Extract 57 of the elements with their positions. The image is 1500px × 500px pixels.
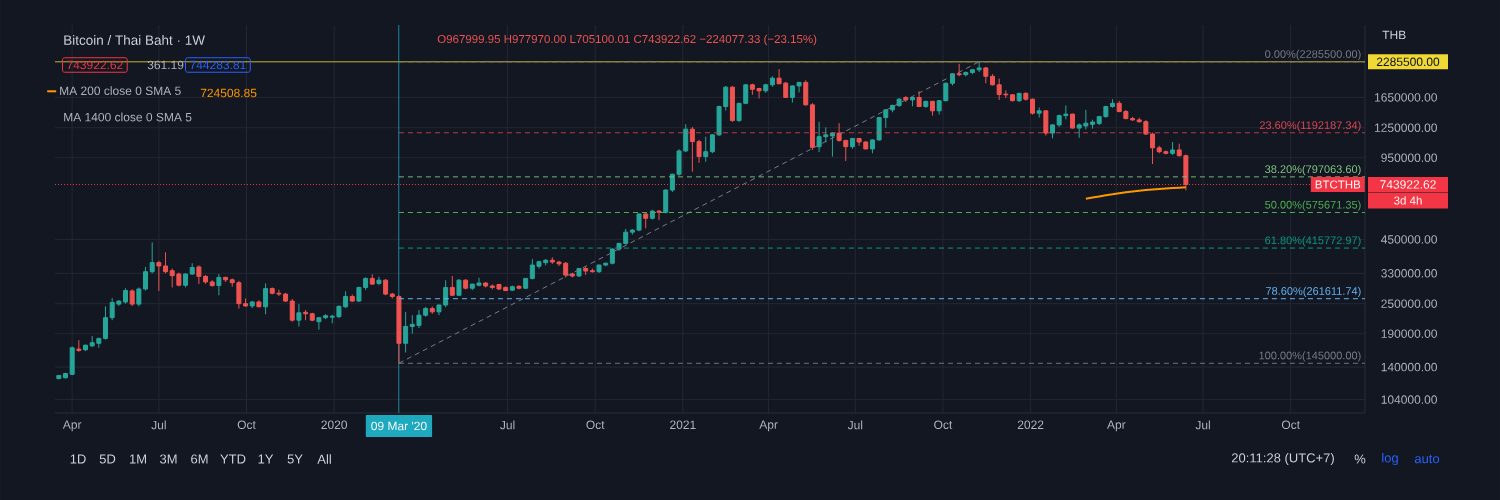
y-axis-title: THB (1382, 30, 1406, 40)
text: 1Y (258, 454, 274, 464)
text: 5Y (287, 454, 303, 464)
x-tick-label: Oct (586, 420, 605, 429)
y-tick-label: 140000.00 (1381, 362, 1437, 372)
annotation: 38.20%(797063.60) (1265, 165, 1361, 176)
annotation: BTCTHB (1315, 180, 1361, 189)
x-tick-label: Jul (500, 420, 515, 430)
x-tick-label: Oct (934, 420, 953, 429)
annotation: 0.00%(2285500.00) (1265, 49, 1361, 61)
annotation: 361.19 (147, 60, 184, 70)
ref-line-label: 2285500.00 (1376, 57, 1440, 67)
annotation: 743922.62 (67, 60, 123, 70)
ref-line-label: 743922.62 (1380, 180, 1436, 189)
x-tick-label: Jul (1195, 420, 1210, 430)
y-tick-label: 450000.00 (1381, 235, 1437, 244)
y-tick-label: 330000.00 (1381, 269, 1437, 278)
text: 3d 4h (1394, 196, 1422, 205)
text: O967999.95 H977970.00 L705100.01 C743922.62 −224077.33 (−23.15%) (437, 34, 817, 46)
text: auto (1414, 454, 1440, 464)
y-tick-label: 190000.00 (1381, 329, 1437, 338)
x-tick-label: Oct (237, 420, 256, 429)
y-tick-label: 250000.00 (1381, 299, 1437, 308)
text: 5D (99, 454, 116, 464)
x-tick-label: Apr (62, 420, 82, 432)
x-tick-label: 2021 (670, 420, 696, 429)
y-tick-label: 1250000.00 (1374, 123, 1437, 132)
text: YTD (220, 454, 246, 464)
x-tick-label: Jul (847, 420, 863, 430)
y-tick-label: 104000.00 (1381, 395, 1437, 404)
x-tick-label: 2022 (1017, 420, 1044, 429)
y-tick-label: 1650000.00 (1374, 93, 1437, 102)
x-tick-label: Apr (759, 420, 778, 432)
text: log (1382, 452, 1398, 466)
x-tick-label: Oct (1281, 420, 1300, 429)
legend-label: MA 200 close 0 SMA 5 (60, 86, 181, 95)
annotation: 23.60%(1192187.34) (1259, 120, 1361, 132)
text: Bitcoin / Thai Baht · 1W (64, 35, 205, 45)
annotation: MA 1400 close 0 SMA 5 (64, 112, 192, 122)
text: 20:11:28 (UTC+7) (1231, 452, 1334, 466)
text: 1D (70, 454, 86, 464)
annotation: 78.60%(261611.74) (1266, 286, 1361, 298)
x-tick-label: 2020 (321, 420, 348, 429)
annotation: 744283.81 (190, 60, 246, 70)
x-tick-label: Apr (1107, 420, 1126, 432)
text: 6M (191, 454, 208, 464)
ref-line-label: 09 Mar '20 (371, 421, 427, 431)
text: All (317, 454, 331, 464)
y-tick-label: 950000.00 (1381, 153, 1437, 162)
text: 1M (129, 454, 146, 464)
annotation: 50.00%(575671.35) (1265, 200, 1361, 211)
text: 3M (159, 454, 177, 464)
annotation: 100.00%(145000.00) (1259, 351, 1361, 362)
text: % (1354, 454, 1366, 464)
annotation: 724508.85 (200, 88, 257, 98)
annotation: 61.80%(415772.97) (1265, 236, 1361, 247)
x-tick-label: Jul (151, 420, 166, 430)
